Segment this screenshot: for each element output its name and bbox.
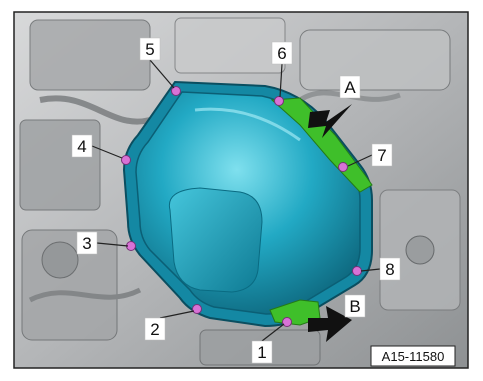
callout-1: 1: [251, 340, 273, 364]
callout-text: A: [344, 78, 356, 97]
callout-7: 7: [371, 143, 393, 167]
leader-line-7: [347, 154, 373, 167]
callout-8: 8: [379, 257, 401, 281]
callout-text: 1: [257, 343, 266, 362]
callout-box: [339, 75, 361, 99]
callout-box: [76, 231, 98, 255]
leader-line-4: [91, 145, 123, 159]
callout-text: 6: [277, 44, 286, 63]
callout-text: 3: [82, 234, 91, 253]
bolt-8: [352, 266, 362, 276]
leader-line-6: [279, 63, 283, 98]
callout-b: B: [344, 294, 366, 318]
callout-box: [71, 134, 93, 158]
leader-line-8: [360, 268, 381, 272]
callout-a: A: [339, 75, 361, 99]
oil-pan-sump: [168, 187, 263, 293]
callout-box: [344, 294, 366, 318]
bolt-2: [192, 304, 202, 314]
reference-code: A15-11580: [382, 349, 445, 364]
callout-labels: 1 2 3 4 5 6 7 8 A B: [71, 37, 401, 364]
leader-line-2: [159, 310, 195, 319]
callout-6: 6: [271, 41, 293, 65]
bolts: [121, 86, 362, 327]
leader-line-3: [96, 242, 129, 247]
callout-text: 2: [150, 320, 159, 339]
callout-box: [271, 41, 293, 65]
reference-code-box: A15-11580: [370, 345, 456, 367]
bolt-6: [274, 96, 284, 106]
callout-5: 5: [139, 37, 161, 61]
callout-text: 7: [377, 146, 386, 165]
callout-text: 8: [385, 260, 394, 279]
callout-3: 3: [76, 231, 98, 255]
callout-box: [139, 37, 161, 61]
callout-box: [379, 257, 401, 281]
leader-line-1: [261, 323, 285, 342]
bolt-5: [171, 86, 181, 96]
callout-text: 4: [77, 137, 86, 156]
callout-text: B: [349, 297, 360, 316]
leader-line-5: [149, 59, 175, 89]
callout-4: 4: [71, 134, 93, 158]
bolt-7: [338, 162, 348, 172]
arrow-b-icon: [308, 306, 352, 342]
bolt-1: [282, 317, 292, 327]
callout-2: 2: [144, 317, 166, 341]
callout-box: [371, 143, 393, 167]
callout-text: 5: [145, 40, 154, 59]
engine-background: [19, 17, 461, 366]
leader-lines: [91, 59, 381, 342]
callout-box: [144, 317, 166, 341]
bolt-4: [121, 155, 131, 165]
arrow-a-icon: [308, 104, 352, 138]
callout-box: [251, 340, 273, 364]
